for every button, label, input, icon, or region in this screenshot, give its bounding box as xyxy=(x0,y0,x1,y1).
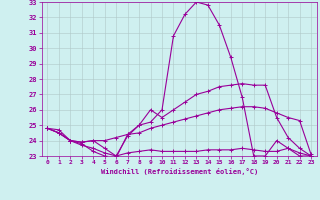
X-axis label: Windchill (Refroidissement éolien,°C): Windchill (Refroidissement éolien,°C) xyxy=(100,168,258,175)
